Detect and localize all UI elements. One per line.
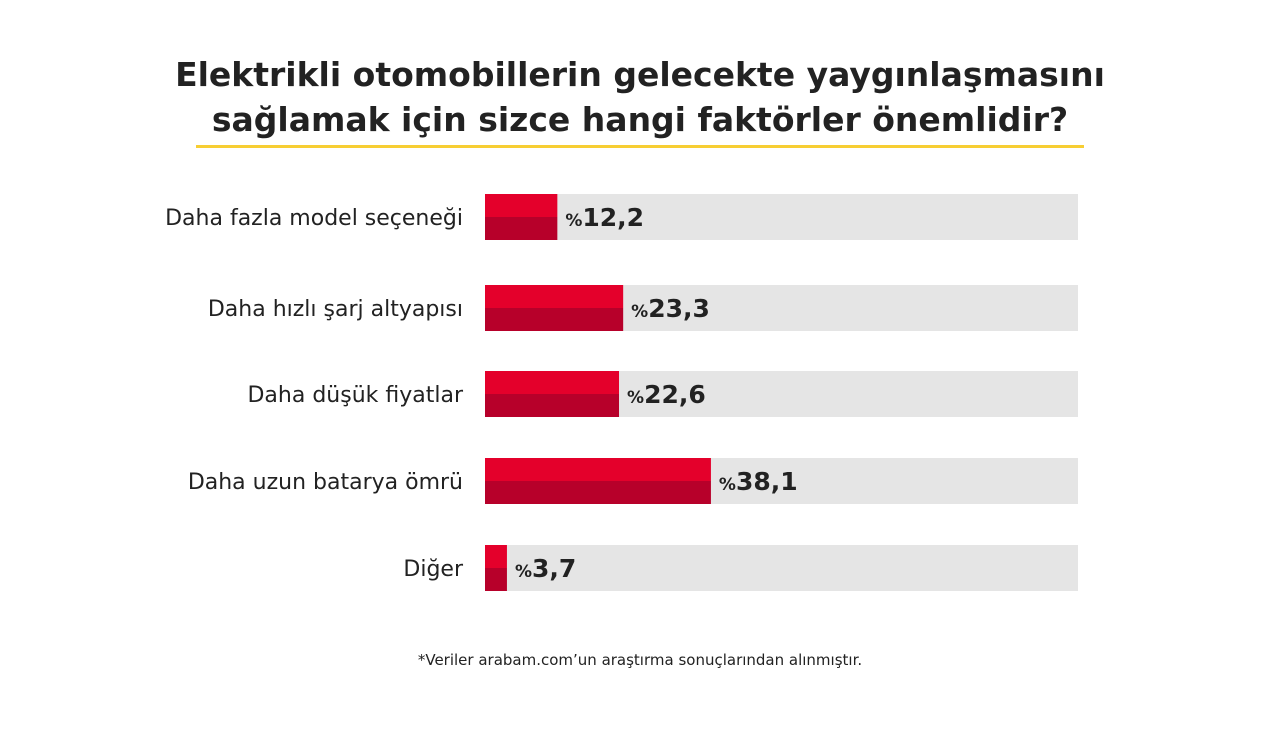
category-label: Daha hızlı şarj altyapısı <box>208 297 463 322</box>
category-label: Daha uzun batarya ömrü <box>188 470 463 495</box>
chart-title: Elektrikli otomobillerin gelecekte yaygı… <box>150 52 1130 142</box>
chart-title-line-2: sağlamak için sizce hangi faktörler önem… <box>211 100 1069 139</box>
value-label: %38,1 <box>719 467 798 496</box>
value-prefix: % <box>719 475 736 495</box>
category-label: Daha fazla model seçeneği <box>165 206 463 231</box>
chart-title-line-1: Elektrikli otomobillerin gelecekte yaygı… <box>175 55 1105 94</box>
bar-shade <box>485 394 620 417</box>
value-label: %3,7 <box>515 554 576 583</box>
value-prefix: % <box>631 302 648 322</box>
bar <box>485 194 558 217</box>
bar <box>485 285 624 308</box>
bar <box>485 545 507 568</box>
value-number: 22,6 <box>644 380 706 409</box>
bar <box>485 371 620 394</box>
value-label: %22,6 <box>627 380 706 409</box>
category-label: Diğer <box>403 557 464 582</box>
bar-track <box>485 545 1078 591</box>
value-prefix: % <box>627 388 644 408</box>
value-prefix: % <box>515 562 532 582</box>
bar-track <box>485 194 1078 240</box>
bar-shade <box>485 308 624 331</box>
bar-shade <box>485 481 711 504</box>
value-label: %23,3 <box>631 294 710 323</box>
title-underline <box>196 145 1084 148</box>
value-number: 23,3 <box>648 294 710 323</box>
value-prefix: % <box>565 211 582 231</box>
value-label: %12,2 <box>565 203 644 232</box>
category-label: Daha düşük fiyatlar <box>247 383 463 408</box>
bar-shade <box>485 217 558 240</box>
bar <box>485 458 711 481</box>
value-number: 12,2 <box>582 203 644 232</box>
bar-shade <box>485 568 507 591</box>
value-number: 3,7 <box>532 554 576 583</box>
source-footnote: *Veriler arabam.com’un araştırma sonuçla… <box>417 651 863 669</box>
value-number: 38,1 <box>736 467 798 496</box>
